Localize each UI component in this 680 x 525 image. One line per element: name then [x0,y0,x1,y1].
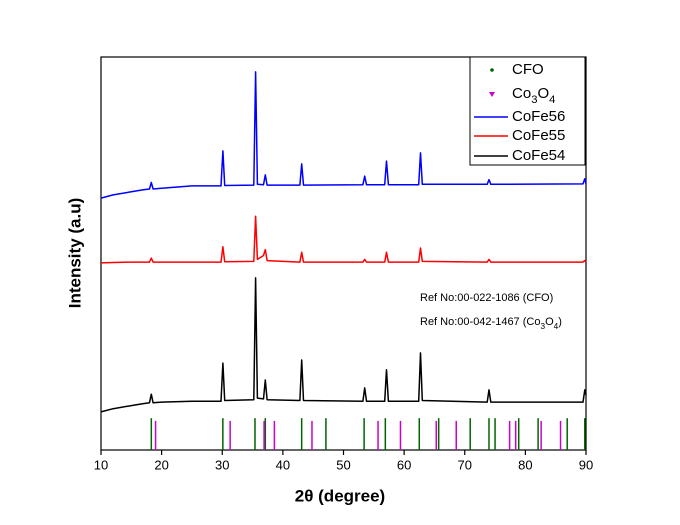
x-tick-label: 90 [579,457,593,472]
legend-label: CoFe54 [512,147,565,164]
legend-label: Co3O4 [512,85,555,106]
annotation: Ref No:00-022-1086 (CFO) [420,292,553,304]
x-axis-label: 2θ (degree) [295,486,385,505]
legend-marker [489,92,495,97]
series-line [100,215,587,264]
x-tick-label: 60 [397,457,411,472]
x-tick-label: 30 [215,457,229,472]
x-tick-label: 80 [518,457,532,472]
series-line [100,71,587,199]
legend-label: CoFe55 [512,127,565,144]
y-axis-label: Intensity (a.u) [65,198,84,309]
legend-label: CoFe56 [512,108,565,125]
x-tick-label: 10 [94,457,108,472]
legend-box [469,56,586,166]
x-tick-label: 20 [154,457,168,472]
annotation: Ref No:00-042-1467 (Co3O4) [420,316,562,331]
legend-marker [490,68,494,72]
x-tick-label: 40 [276,457,290,472]
legend-label: CFO [512,61,544,78]
series-line [100,277,587,413]
x-tick-label: 70 [458,457,472,472]
x-tick-label: 50 [336,457,350,472]
